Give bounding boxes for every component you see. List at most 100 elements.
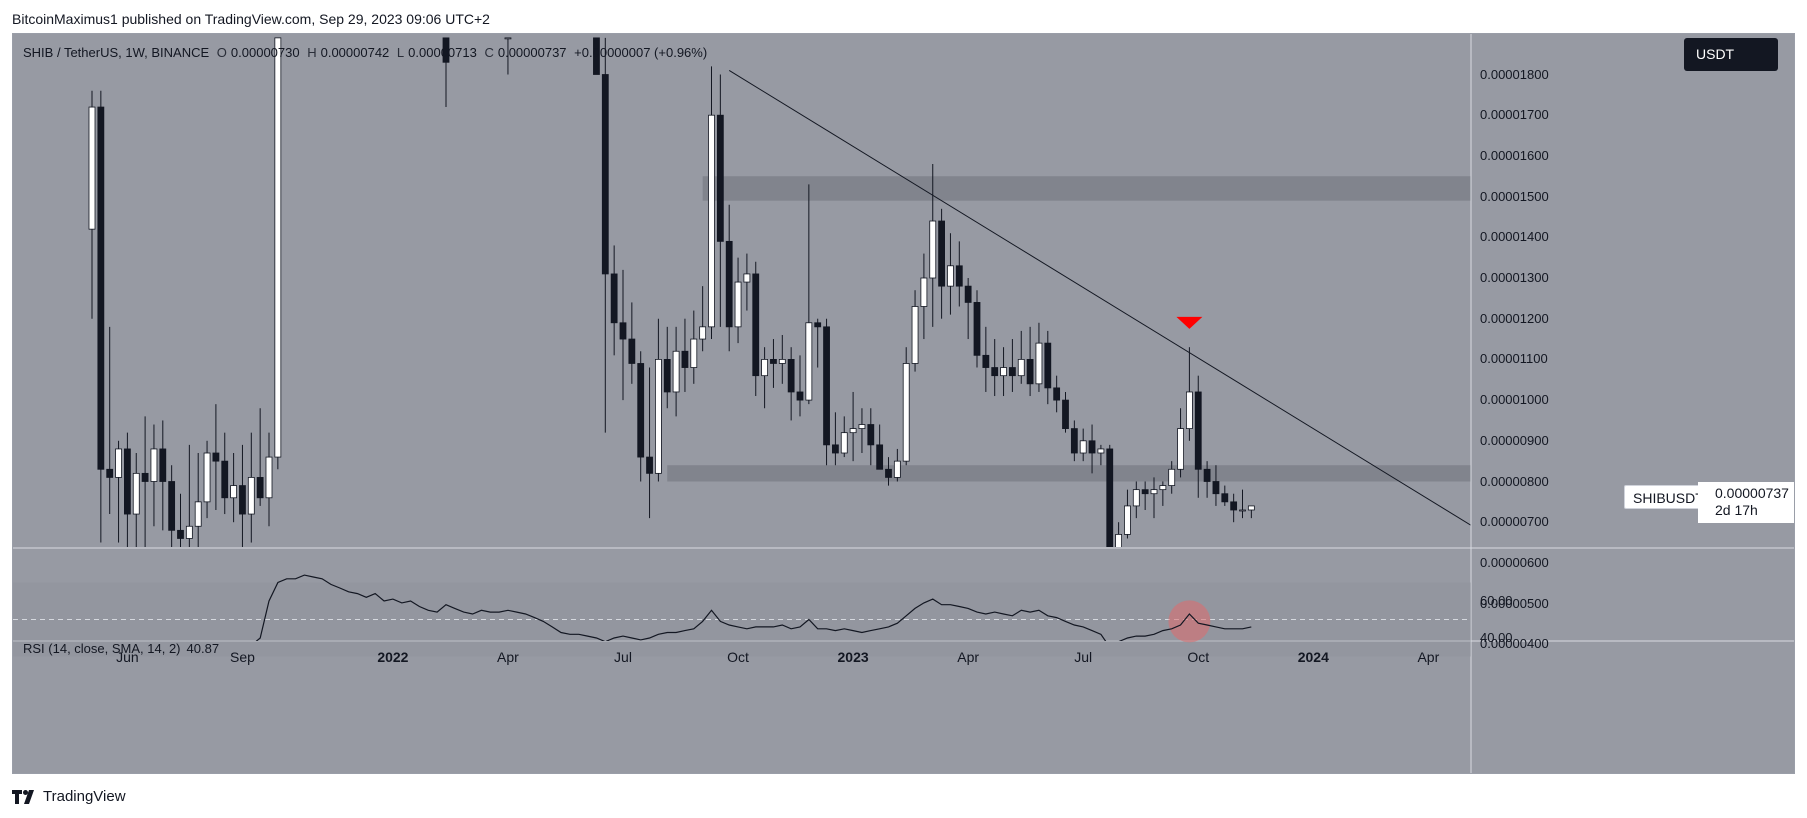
candle-up [929, 220, 937, 279]
candle-up [911, 306, 919, 364]
time-tick-label: Jun [116, 649, 139, 665]
price-tick-label: 0.00001800 [1480, 66, 1549, 82]
candle-up [1124, 505, 1131, 535]
high-value: 0.00000742 [320, 45, 390, 60]
candle-down [814, 322, 822, 328]
candle-up [185, 525, 193, 539]
candle-up [1132, 489, 1140, 507]
time-tick-label: Oct [1187, 649, 1210, 665]
candle-up [672, 350, 680, 393]
open-value: 0.00000730 [230, 45, 300, 60]
currency-selector[interactable]: USDT [1684, 38, 1778, 71]
time-tick-label: Apr [1417, 649, 1440, 665]
candle-up [1168, 468, 1176, 486]
candle-up [194, 501, 202, 527]
price-tick-label: 0.00001400 [1480, 229, 1549, 245]
time-tick-label: Oct [727, 649, 749, 665]
close-value: 0.00000737 [497, 45, 567, 60]
price-tick-label: 0.00001200 [1480, 310, 1549, 326]
low-value: 0.00000713 [408, 45, 477, 60]
close-label: C [484, 45, 494, 60]
candle-down [442, 37, 450, 63]
candle-up [1017, 358, 1025, 377]
rsi-label[interactable]: RSI (14, close, SMA, 14, 2) [23, 641, 181, 656]
price-chart[interactable] [13, 34, 1795, 774]
candle-down [991, 367, 999, 377]
tradingview-brand[interactable]: TradingView [12, 788, 126, 805]
candle-up [274, 37, 282, 458]
time-tick-label: Sep [229, 649, 255, 665]
rsi-legend: RSI (14, close, SMA, 14, 2) 40.87 [23, 641, 219, 656]
price-tick-label: 0.00000400 [1480, 636, 1549, 652]
candle-down [1044, 342, 1052, 389]
rsi-value: 40.87 [186, 641, 220, 656]
price-tick-label: 0.00000500 [1480, 595, 1549, 611]
candle-down [212, 452, 220, 462]
rsi-tick-label: 60.00 [1480, 593, 1513, 608]
candle-down [1070, 428, 1078, 454]
price-tick-label: 0.00000800 [1480, 473, 1549, 489]
horizontal-zone [667, 465, 1471, 482]
candle-up [902, 363, 910, 462]
price-tick-label: 0.00001300 [1480, 270, 1549, 285]
sell-marker-icon [1176, 316, 1203, 329]
candle-down [681, 350, 689, 368]
candle-down [239, 485, 246, 515]
time-tick-label: 2024 [1297, 649, 1329, 665]
brand-name: TradingView [43, 788, 126, 805]
candle-down [716, 114, 724, 242]
candle-down [725, 240, 733, 328]
change-value: +0.00000007 (+0.96%) [574, 45, 708, 60]
time-tick-label: Apr [497, 649, 519, 665]
candle-up [1239, 509, 1246, 512]
candle-down [637, 363, 645, 458]
candle-up [805, 322, 813, 401]
candle-up [1150, 489, 1158, 495]
candle-up [1177, 428, 1184, 470]
candle-down [938, 220, 945, 287]
open-label: O [216, 45, 227, 60]
candle-up [1035, 342, 1043, 385]
candle-down [168, 481, 176, 531]
candle-down [1230, 501, 1238, 511]
price-tick-label: 0.00000600 [1480, 554, 1549, 570]
candle-down [787, 358, 795, 393]
candle-down [1062, 399, 1069, 429]
price-tick-label: 0.00001100 [1480, 351, 1548, 367]
candle-up [1186, 391, 1193, 429]
time-tick-label: Jul [1074, 649, 1093, 665]
last-price-value: 0.00000737 [1715, 485, 1789, 501]
horizontal-zone [702, 176, 1471, 201]
candle-down [646, 456, 653, 474]
candle-up [203, 452, 211, 503]
candle-up [504, 37, 512, 40]
candle-down [628, 338, 636, 364]
candle-down [593, 37, 600, 75]
chart-frame[interactable]: SHIB / TetherUS, 1W, BINANCE O 0.00000730… [12, 33, 1795, 774]
candle-up [1000, 367, 1007, 377]
candle-up [743, 273, 751, 283]
candle-down [1088, 440, 1096, 454]
candle-up [88, 106, 96, 230]
symbol-price-label: SHIBUSDT [1624, 485, 1713, 509]
candle-up [849, 428, 857, 434]
candle-up [1115, 534, 1122, 547]
candle-down [823, 326, 830, 446]
price-tick-label: 0.00001600 [1480, 147, 1549, 163]
candle-up [1079, 440, 1087, 454]
ohlc-legend: SHIB / TetherUS, 1W, BINANCE O 0.00000730… [23, 45, 711, 60]
price-tick-label: 0.00001700 [1480, 107, 1549, 123]
candle-up [655, 358, 662, 474]
publisher-credit: BitcoinMaximus1 published on TradingView… [12, 11, 490, 27]
candle-down [141, 472, 149, 482]
candle-down [221, 460, 229, 499]
candle-down [1194, 391, 1202, 470]
candle-down [1141, 489, 1149, 495]
candle-up [247, 477, 255, 515]
symbol-title[interactable]: SHIB / TetherUS, 1W, BINANCE [23, 45, 210, 60]
candle-up [708, 114, 715, 328]
rsi-tick-label: 40.00 [1480, 630, 1513, 645]
candle-down [1009, 367, 1016, 377]
candle-down [867, 424, 875, 446]
horizontal-zone [145, 555, 1471, 571]
